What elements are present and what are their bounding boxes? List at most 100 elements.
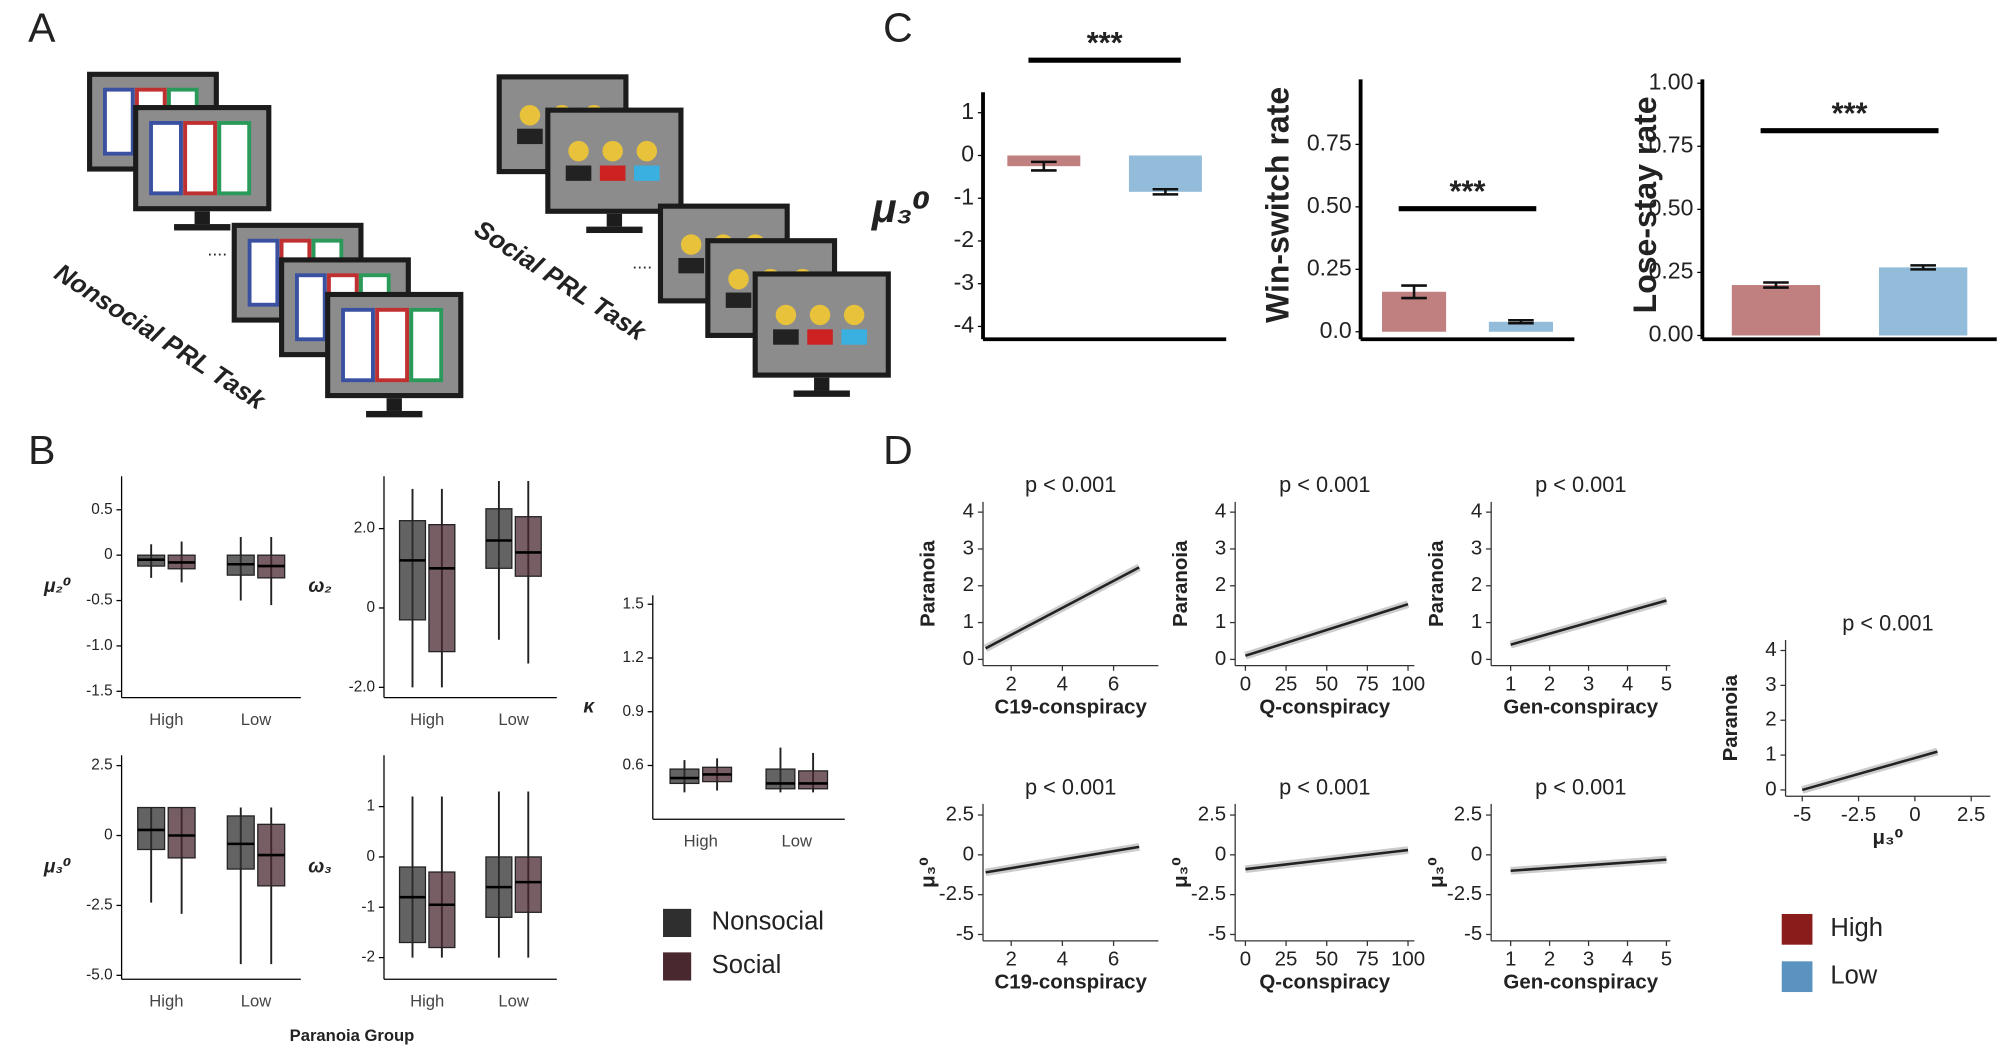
x-axis-label: Q-conspiracy <box>1259 695 1390 718</box>
y-tick-label: 2.5 <box>1198 802 1226 825</box>
monitor-base <box>174 224 231 231</box>
avatar <box>680 234 702 255</box>
x-tick-label: 1 <box>1505 947 1516 970</box>
bar <box>1128 155 1202 192</box>
x-tick-label: 4 <box>1622 947 1633 970</box>
chart-title: p < 0.001 <box>1535 774 1626 799</box>
y-tick-label: 1 <box>1765 742 1776 765</box>
y-tick-label: 0 <box>366 599 375 616</box>
y-tick-label: 0 <box>963 842 974 865</box>
y-axis-label: Paranoia <box>1425 540 1448 627</box>
avatar-body <box>678 257 704 274</box>
box <box>167 806 196 859</box>
legend-label: Nonsocial <box>712 908 824 936</box>
y-axis-label: μ₃⁰ <box>43 856 72 877</box>
fit-line <box>1510 599 1667 646</box>
panel-label: C <box>883 5 913 51</box>
y-tick-label: -3 <box>954 269 974 295</box>
x-tick-label: 50 <box>1315 672 1338 695</box>
bar <box>1488 321 1553 332</box>
y-tick-label: 0 <box>1765 777 1776 800</box>
error-bar <box>1910 264 1936 271</box>
legend-swatch <box>663 908 692 938</box>
y-tick-label: 2 <box>963 573 974 596</box>
x-tick-label: Low <box>782 832 813 851</box>
chart-title: p < 0.001 <box>1279 774 1370 799</box>
x-tick-label: High <box>410 992 444 1011</box>
x-tick-label: 5 <box>1661 672 1672 695</box>
y-tick-label: 0 <box>366 848 375 865</box>
legend-label: High <box>1830 914 1883 942</box>
x-tick-label: Low <box>498 992 529 1011</box>
box <box>398 866 427 944</box>
box <box>798 770 829 790</box>
fit-line <box>1510 858 1667 873</box>
monitor-base <box>793 390 850 397</box>
y-tick-label: 4 <box>963 500 974 523</box>
x-axis-label: Paranoia Group <box>290 1026 415 1045</box>
x-tick-label: 3 <box>1583 947 1594 970</box>
x-axis-label: Gen-conspiracy <box>1503 695 1658 718</box>
x-tick-label: 4 <box>1057 947 1068 970</box>
x-tick-label: Low <box>241 992 272 1011</box>
y-tick-label: -5 <box>1208 922 1226 945</box>
avatar-body <box>841 329 867 345</box>
x-tick-label: 50 <box>1315 947 1338 970</box>
y-tick-label: 0 <box>104 827 113 844</box>
x-tick-label: 75 <box>1356 672 1379 695</box>
card <box>295 273 327 342</box>
y-axis-label: ω₂ <box>308 576 331 597</box>
x-tick-label: 0 <box>1240 672 1251 695</box>
y-tick-label: 3 <box>1471 536 1482 559</box>
x-tick-label: High <box>684 832 718 851</box>
y-tick-label: 3 <box>1765 673 1776 696</box>
x-tick-label: 2.5 <box>1957 803 1985 826</box>
avatar <box>519 105 541 126</box>
box <box>226 815 255 870</box>
significance: *** <box>1450 173 1486 208</box>
y-tick-label: -2 <box>361 949 375 966</box>
card <box>409 307 444 383</box>
significance: *** <box>1087 25 1123 60</box>
y-tick-label: -2 <box>954 226 974 252</box>
y-tick-label: 2 <box>1215 573 1226 596</box>
monitor-base <box>586 226 643 234</box>
box <box>485 508 513 569</box>
x-tick-label: 2 <box>1005 947 1016 970</box>
error-bar <box>1152 187 1179 196</box>
y-axis-label: μ₃⁰ <box>1169 857 1192 888</box>
y-tick-label: 0 <box>1215 842 1226 865</box>
monitor-stand <box>386 398 402 411</box>
fit-line <box>1245 848 1409 871</box>
box <box>137 806 166 851</box>
y-tick-label: 0 <box>961 141 974 167</box>
fit-line <box>984 566 1140 650</box>
y-tick-label: 0.25 <box>1649 257 1694 283</box>
y-tick-label: -2.5 <box>1447 882 1482 905</box>
x-tick-label: High <box>410 710 444 729</box>
y-tick-label: -1.5 <box>86 682 112 699</box>
y-tick-label: 3 <box>1215 536 1226 559</box>
y-tick-label: 1.2 <box>622 649 643 666</box>
box <box>514 856 542 913</box>
bar <box>1731 285 1821 336</box>
x-tick-label: 25 <box>1275 672 1298 695</box>
chart-title: p < 0.001 <box>1025 472 1116 497</box>
y-axis-label: Lose-stay rate <box>1627 96 1663 313</box>
y-tick-label: 1.5 <box>622 595 643 612</box>
y-tick-label: -5 <box>956 922 974 945</box>
y-tick-label: -1 <box>954 183 974 209</box>
y-tick-label: 1 <box>1471 610 1482 633</box>
x-tick-label: Low <box>498 710 529 729</box>
avatar-body <box>517 128 543 145</box>
x-tick-label: High <box>149 992 183 1011</box>
monitor-stand <box>194 211 210 225</box>
x-tick-label: 5 <box>1661 947 1672 970</box>
y-tick-label: 0.5 <box>91 501 112 518</box>
y-tick-label: 2.5 <box>946 802 974 825</box>
chart-title: p < 0.001 <box>1025 774 1116 799</box>
y-tick-label: 0.00 <box>1649 321 1694 347</box>
y-tick-label: 0.6 <box>622 757 643 774</box>
avatar-body <box>725 292 752 308</box>
card <box>375 307 409 383</box>
